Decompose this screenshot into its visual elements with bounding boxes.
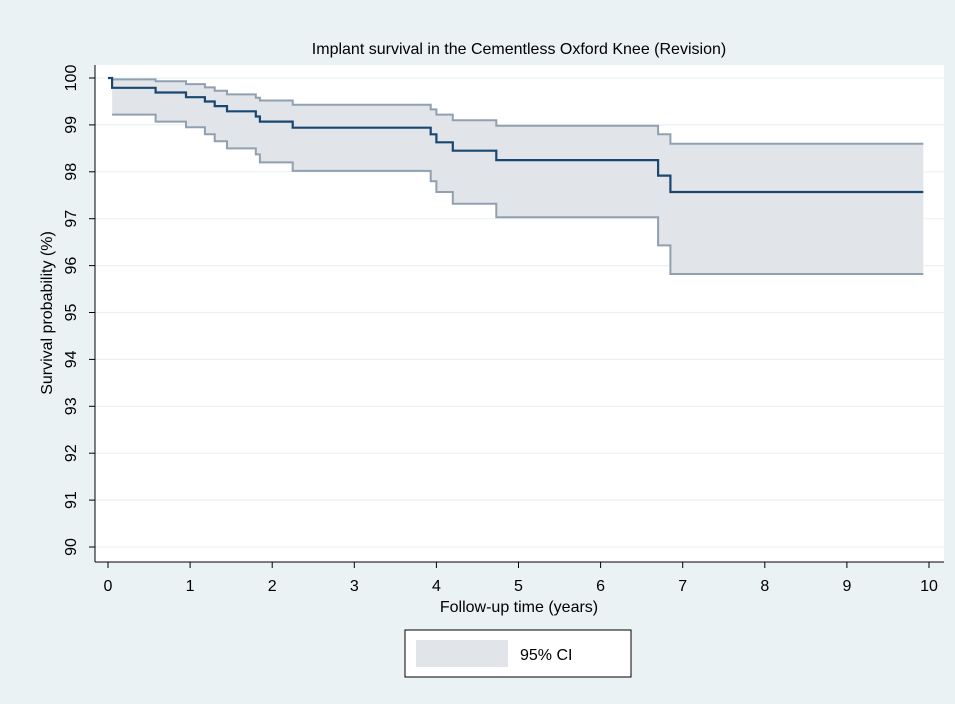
y-tick-label: 100	[63, 65, 80, 92]
axes	[94, 65, 944, 563]
y-axis-label: Survival probability (%)	[39, 231, 56, 395]
y-tick-label: 94	[63, 350, 80, 368]
x-tick-label: 4	[432, 578, 441, 595]
ci-lower-line	[112, 113, 924, 275]
y-tick-label: 91	[63, 491, 80, 509]
legend-swatch-ci	[416, 640, 508, 667]
x-tick-label: 3	[350, 578, 359, 595]
y-tick-label: 97	[63, 210, 80, 228]
x-tick-label: 10	[920, 578, 938, 595]
legend-label-ci: 95% CI	[520, 647, 572, 664]
y-ticks: 90 91 92 93 94 95 96 97 98 99 100	[63, 65, 95, 556]
x-tick-label: 8	[760, 578, 769, 595]
y-tick-label: 96	[63, 257, 80, 275]
survival-line	[108, 76, 924, 194]
y-tick-label: 95	[63, 304, 80, 322]
y-tick-label: 99	[63, 116, 80, 134]
x-tick-label: 5	[514, 578, 523, 595]
legend: 95% CI	[404, 629, 632, 678]
x-axis-label: Follow-up time (years)	[440, 599, 598, 616]
x-tick-label: 9	[842, 578, 851, 595]
y-tick-label: 92	[63, 444, 80, 462]
y-tick-label: 90	[63, 538, 80, 556]
ci-upper-line	[112, 78, 924, 145]
x-tick-label: 6	[596, 578, 605, 595]
x-ticks: 0 1 2 3 4 5 6 7 8 9 10	[104, 562, 938, 595]
y-tick-label: 93	[63, 397, 80, 415]
x-tick-label: 0	[104, 578, 113, 595]
x-tick-label: 7	[678, 578, 687, 595]
x-tick-label: 1	[186, 578, 195, 595]
y-tick-label: 98	[63, 163, 80, 181]
x-tick-label: 2	[268, 578, 277, 595]
chart-title: Implant survival in the Cementless Oxfor…	[312, 41, 726, 58]
